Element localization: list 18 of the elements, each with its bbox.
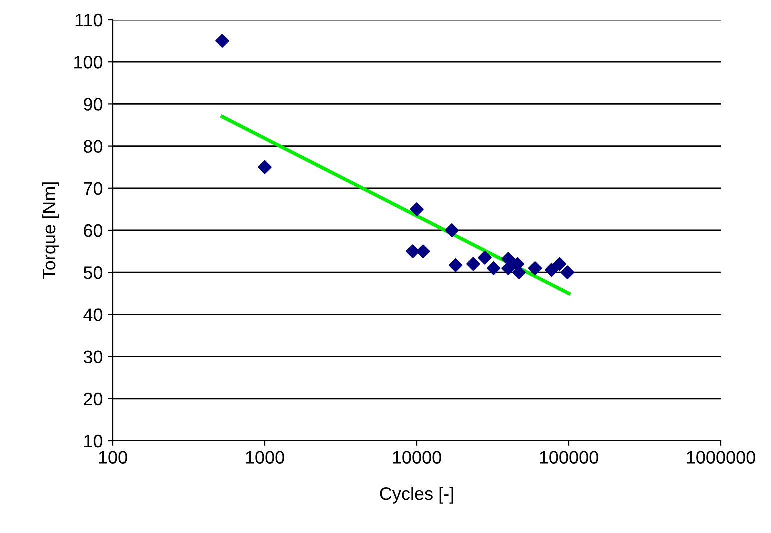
x-tick-label: 10000 [393,451,442,464]
y-tick-label: 90 [84,98,103,111]
x-tick-label: 100 [99,451,128,464]
x-tick-label: 1000 [246,451,284,464]
y-tick-label: 60 [84,224,103,238]
y-axis-title: Torque [Nm] [42,182,60,280]
y-tick-label: 80 [84,140,103,154]
y-tick-label: 70 [84,182,103,196]
x-axis-title: Cycles [-] [380,487,454,504]
x-tick-label: 1000000 [687,451,756,464]
y-tick-label: 30 [84,350,103,364]
y-tick-label: 40 [84,308,103,322]
y-tick-label: 110 [76,14,103,27]
y-tick-label: 50 [84,266,103,280]
y-tick-label: 10 [84,434,103,448]
x-tick-label: 100000 [540,451,598,464]
y-tick-label: 20 [84,392,103,406]
y-tick-label: 100 [74,56,103,69]
